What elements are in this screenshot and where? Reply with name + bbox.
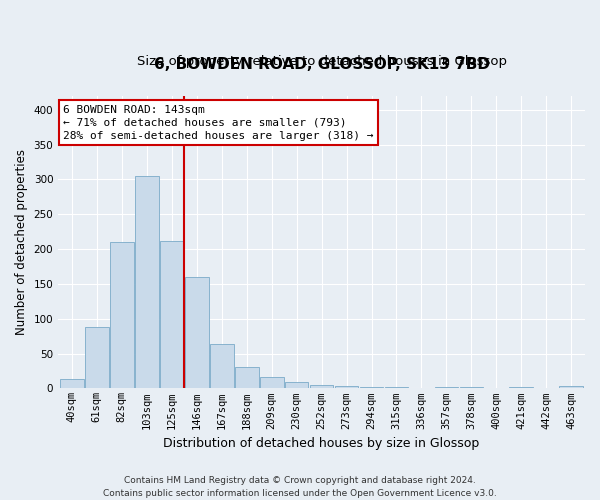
Bar: [260, 377, 284, 388]
Bar: [210, 344, 233, 389]
Bar: [460, 387, 483, 388]
Bar: [135, 176, 158, 388]
Bar: [160, 240, 184, 388]
Bar: [385, 387, 409, 388]
Bar: [85, 327, 109, 388]
Bar: [60, 378, 84, 388]
Bar: [310, 385, 334, 388]
Bar: [559, 386, 583, 388]
Bar: [335, 386, 358, 388]
Text: Contains HM Land Registry data © Crown copyright and database right 2024.
Contai: Contains HM Land Registry data © Crown c…: [103, 476, 497, 498]
Bar: [185, 277, 209, 388]
Bar: [509, 387, 533, 388]
Bar: [235, 368, 259, 388]
Bar: [285, 382, 308, 388]
Text: 6, BOWDEN ROAD, GLOSSOP, SK13 7BD: 6, BOWDEN ROAD, GLOSSOP, SK13 7BD: [154, 58, 490, 72]
Bar: [110, 242, 134, 388]
Title: Size of property relative to detached houses in Glossop: Size of property relative to detached ho…: [137, 55, 506, 68]
Bar: [359, 387, 383, 388]
X-axis label: Distribution of detached houses by size in Glossop: Distribution of detached houses by size …: [163, 437, 480, 450]
Text: 6 BOWDEN ROAD: 143sqm
← 71% of detached houses are smaller (793)
28% of semi-det: 6 BOWDEN ROAD: 143sqm ← 71% of detached …: [64, 104, 374, 141]
Y-axis label: Number of detached properties: Number of detached properties: [15, 149, 28, 335]
Bar: [434, 387, 458, 388]
